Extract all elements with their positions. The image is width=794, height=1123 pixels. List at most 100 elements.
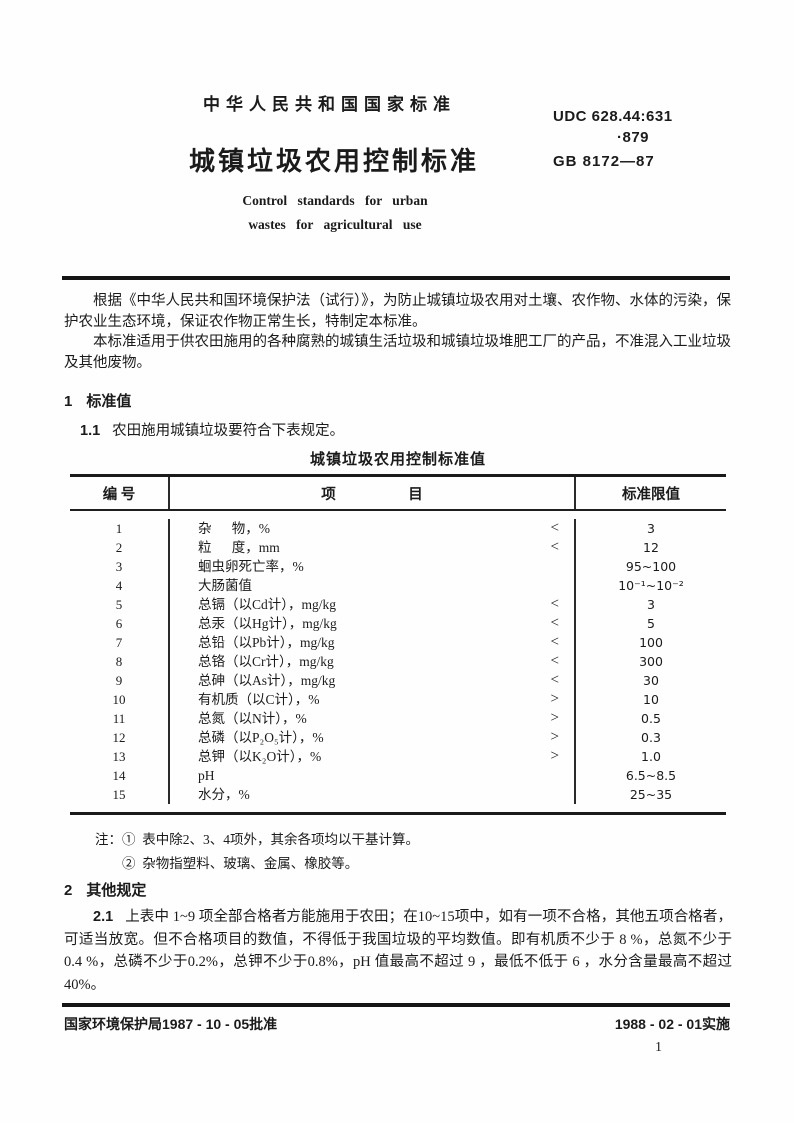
row-comparison-sign: < (550, 520, 559, 536)
row-item-label: 总磷（以P₂O₅计），% (198, 730, 324, 745)
row-item-label: 粒 度，mm (198, 540, 280, 555)
row-limit-value: 3 (574, 595, 726, 614)
row-item-cell: 大肠菌值 (170, 576, 574, 595)
row-number: 5 (70, 595, 170, 614)
intro-paragraph-2: 本标准适用于供农田施用的各种腐熟的城镇生活垃圾和城镇垃圾堆肥工厂的产品，不准混入… (64, 334, 731, 371)
row-limit-value: 1.0 (574, 747, 726, 766)
clause-2-1-text: 上表中 1~9 项全部合格者方能施用于农田；在10~15项中，如有一项不合格，其… (64, 909, 732, 993)
section-1-number: 1 (64, 393, 73, 410)
row-number: 6 (70, 614, 170, 633)
english-title-line2: wastes for agricultural use (248, 217, 422, 232)
row-limit-value: 0.3 (574, 728, 726, 747)
udc-code: UDC 628.44:631 ·879 (553, 106, 713, 148)
row-limit-value: 95~100 (574, 557, 726, 576)
table-header-no: 编 号 (70, 477, 170, 509)
clause-2-1-number: 2.1 (93, 909, 114, 925)
row-item-label: 总砷（以As计），mg/kg (198, 673, 336, 688)
table-notes-label: 注： (95, 832, 122, 847)
row-number: 14 (70, 766, 170, 785)
row-comparison-sign: < (550, 634, 559, 650)
clause-2-1: 2.1 上表中 1~9 项全部合格者方能施用于农田；在10~15项中，如有一项不合… (64, 906, 732, 996)
table-row: 13 总钾（以K₂O计），% >1.0 (70, 747, 726, 766)
table-row: 4 大肠菌值 10⁻¹~10⁻² (70, 576, 726, 595)
row-number: 12 (70, 728, 170, 747)
row-number: 10 (70, 690, 170, 709)
row-limit-value: 12 (574, 538, 726, 557)
row-number: 4 (70, 576, 170, 595)
row-item-cell: 总镉（以Cd计），mg/kg < (170, 595, 574, 614)
table-row: 14 pH 6.5~8.5 (70, 766, 726, 785)
row-number: 2 (70, 538, 170, 557)
row-item-cell: 水分，% (170, 785, 574, 804)
table-notes-items: ① 表中除2、3、4项外，其余各项均以干基计算。 ② 杂物指塑料、玻璃、金属、橡… (122, 828, 419, 876)
row-limit-value: 30 (574, 671, 726, 690)
row-comparison-sign: < (550, 672, 559, 688)
section-1-label: 标准值 (86, 393, 132, 410)
row-item-label: 杂 物，% (198, 521, 270, 536)
row-item-label: 水分，% (198, 787, 250, 802)
row-number: 3 (70, 557, 170, 576)
page-number: 1 (655, 1040, 662, 1055)
table-row: 6 总汞（以Hg计），mg/kg <5 (70, 614, 726, 633)
table-row: 3 蛔虫卵死亡率，% 95~100 (70, 557, 726, 576)
table-row: 5 总镉（以Cd计），mg/kg <3 (70, 595, 726, 614)
header-divider-rule (62, 276, 730, 280)
row-limit-value: 300 (574, 652, 726, 671)
row-item-label: 有机质（以C计），% (198, 692, 320, 707)
row-item-label: 总氮（以N计），% (198, 711, 307, 726)
row-item-label: 蛔虫卵死亡率，% (198, 559, 304, 574)
row-item-cell: 总钾（以K₂O计），% > (170, 747, 574, 766)
row-limit-value: 10 (574, 690, 726, 709)
table-header-limit: 标准限值 (574, 477, 726, 509)
row-number: 9 (70, 671, 170, 690)
intro-paragraph-1: 根据《中华人民共和国环境保护法（试行）》，为防止城镇垃圾农用对土壤、农作物、水体… (64, 293, 731, 330)
approval-notice: 国家环境保护局1987 - 10 - 05批准 (64, 1016, 278, 1032)
row-comparison-sign: > (550, 729, 559, 745)
row-limit-value: 0.5 (574, 709, 726, 728)
row-item-label: 总镉（以Cd计），mg/kg (198, 597, 337, 612)
table-note-1: ① 表中除2、3、4项外，其余各项均以干基计算。 (122, 832, 419, 847)
page-title: 城镇垃圾农用控制标准 (189, 147, 480, 176)
row-item-cell: pH (170, 766, 574, 785)
english-title-line1: Control standards for urban (242, 193, 428, 208)
table-notes: 注： ① 表中除2、3、4项外，其余各项均以干基计算。 ② 杂物指塑料、玻璃、金… (95, 828, 419, 876)
row-number: 7 (70, 633, 170, 652)
table-row: 1 杂 物，% <3 (70, 519, 726, 538)
implementation-notice: 1988 - 02 - 01实施 (614, 1016, 730, 1032)
row-comparison-sign: < (550, 596, 559, 612)
table-row: 2 粒 度，mm <12 (70, 538, 726, 557)
row-item-cell: 粒 度，mm < (170, 538, 574, 557)
table-title: 城镇垃圾农用控制标准值 (309, 452, 486, 468)
table-row: 7 总铅（以Pb计），mg/kg <100 (70, 633, 726, 652)
english-title: Control standards for urban wastes for a… (150, 189, 520, 237)
table-header-item: 项 目 (321, 486, 423, 503)
row-limit-value: 10⁻¹~10⁻² (574, 576, 726, 595)
row-item-label: 总铬（以Cr计），mg/kg (198, 654, 334, 669)
row-item-cell: 总铅（以Pb计），mg/kg < (170, 633, 574, 652)
row-limit-value: 100 (574, 633, 726, 652)
row-item-cell: 总磷（以P₂O₅计），% > (170, 728, 574, 747)
row-limit-value: 25~35 (574, 785, 726, 804)
section-2-label: 其他规定 (86, 882, 147, 899)
section-2-heading: 2 其他规定 (64, 879, 146, 900)
clause-1-1-text: 农田施用城镇垃圾要符合下表规定。 (112, 423, 345, 439)
national-standard-label: 中华人民共和国国家标准 (203, 95, 456, 114)
row-limit-value: 5 (574, 614, 726, 633)
table-row: 11 总氮（以N计），% >0.5 (70, 709, 726, 728)
section-2-number: 2 (64, 882, 73, 899)
intro-paragraphs: 根据《中华人民共和国环境保护法（试行）》，为防止城镇垃圾农用对土壤、农作物、水体… (64, 291, 731, 373)
row-number: 13 (70, 747, 170, 766)
row-number: 8 (70, 652, 170, 671)
row-comparison-sign: < (550, 539, 559, 555)
udc-code-line2: ·879 (616, 129, 650, 146)
row-item-cell: 总砷（以As计），mg/kg < (170, 671, 574, 690)
row-number: 15 (70, 785, 170, 804)
row-comparison-sign: < (550, 653, 559, 669)
row-item-cell: 总氮（以N计），% > (170, 709, 574, 728)
row-item-cell: 蛔虫卵死亡率，% (170, 557, 574, 576)
row-item-cell: 总铬（以Cr计），mg/kg < (170, 652, 574, 671)
footer-divider-rule (62, 1003, 730, 1007)
